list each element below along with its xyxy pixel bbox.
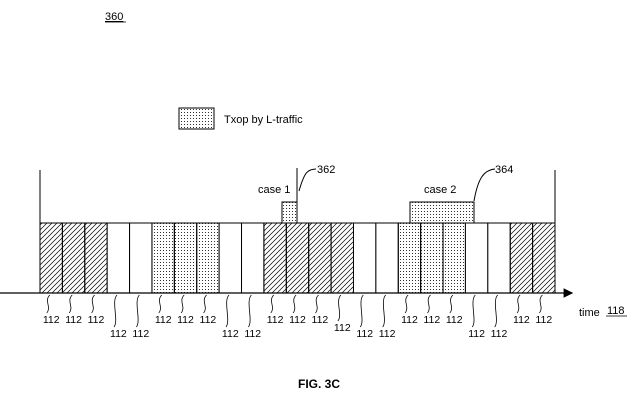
slot-hatch [62,223,84,293]
slot-row [40,223,555,293]
case2-leader-line [474,169,495,201]
case1-ref: 362 [317,164,335,176]
slot-label: 112 [110,328,127,340]
slot-blank [488,223,510,293]
slot-dots [197,223,219,293]
slot-blank [130,223,152,293]
slot-hatch [510,223,532,293]
case1-txop-block [282,202,297,223]
slot-leader-line [181,295,184,313]
slot-dots [398,223,420,293]
slot-blank [242,223,264,293]
slot-label: 112 [312,314,329,326]
slot-label: 112 [43,314,60,326]
slot-leader-line [69,295,72,313]
legend-swatch [179,108,214,129]
slot-hatch [286,223,308,293]
slot-leader-line [472,295,475,327]
slot-leader-line [338,295,341,321]
slot-label: 112 [356,328,373,340]
slot-label: 112 [379,328,396,340]
slot-leader-line [248,295,251,327]
slot-leader-line [47,295,50,313]
slot-dots [421,223,443,293]
slot-leader-line [159,295,162,313]
time-axis-label: time [579,307,600,319]
slot-leader-line [450,295,453,313]
slot-label: 112 [267,314,284,326]
slot-leader-line [271,295,274,313]
slot-label: 112 [401,314,418,326]
slot-label: 112 [200,314,217,326]
case2-group: case 2 364 [410,164,513,223]
slot-leader-line [360,295,363,327]
slot-blank [376,223,398,293]
slot-leader-line [495,295,498,327]
figure-ref-number: 360 [105,11,123,23]
figure-caption: FIG. 3C [298,377,340,391]
slot-label: 112 [222,328,239,340]
slot-leader-line [226,295,229,327]
case2-label: case 2 [424,184,456,196]
slot-hatch [85,223,107,293]
slot-blank [465,223,487,293]
slot-label: 112 [468,328,485,340]
slot-leader-line [428,295,431,313]
case2-txop-block [410,202,474,223]
slot-label: 112 [155,314,172,326]
slot-label: 112 [423,314,440,326]
legend-label: Txop by L-traffic [224,114,303,126]
slot-blank [219,223,241,293]
slot-leader-line [517,295,520,313]
slot-label: 112 [244,328,261,340]
slot-hatch [533,223,555,293]
slot-dots [152,223,174,293]
slot-dots [174,223,196,293]
slot-leader-line [92,295,95,313]
slot-label: 112 [289,314,306,326]
case2-ref: 364 [495,164,513,176]
slot-hatch [40,223,62,293]
slot-blank [353,223,375,293]
slot-label: 112 [491,328,508,340]
slot-leader-line [383,295,386,327]
slot-label: 112 [446,314,463,326]
time-axis-ref: 118 [607,305,625,317]
slot-hatch [309,223,331,293]
slot-label: 112 [132,328,149,340]
legend: Txop by L-traffic [179,108,303,129]
slot-leader-line [316,295,319,313]
slot-labels: 112 112 112 112 112 112 112 112 112 112 112 112 112 1… [43,295,552,340]
slot-hatch [264,223,286,293]
slot-label: 112 [88,314,105,326]
slot-leader-line [539,295,542,313]
slot-leader-line [405,295,408,313]
slot-leader-line [204,295,207,313]
case1-leader-line [299,169,316,191]
slot-label: 112 [513,314,530,326]
slot-leader-line [293,295,296,313]
slot-blank [107,223,129,293]
slot-leader-line [136,295,139,327]
slot-label: 112 [65,314,82,326]
slot-hatch [331,223,353,293]
slot-label: 112 [334,322,351,334]
slot-label: 112 [177,314,194,326]
case1-label: case 1 [258,184,290,196]
slot-leader-line [114,295,117,327]
slot-dots [443,223,465,293]
slot-label: 112 [535,314,552,326]
